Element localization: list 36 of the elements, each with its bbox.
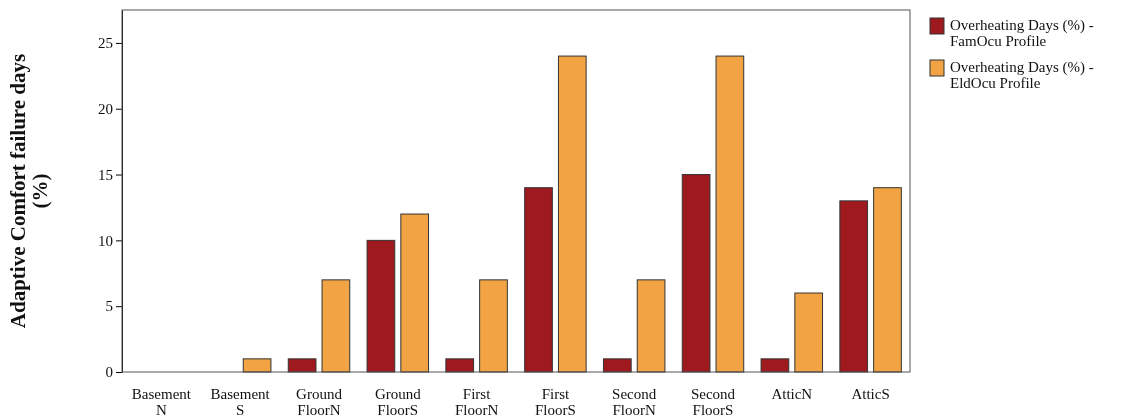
x-tick-label: Second FloorN [612,386,657,418]
bar [602,358,632,373]
x-tick-label: First FloorS [534,386,576,418]
bar [636,279,666,373]
bar [681,174,711,373]
bar [557,55,587,373]
bar [715,55,745,373]
y-axis-title: Adaptive Comfort failure days (%) [6,53,52,329]
bar [794,292,824,373]
bar [873,187,902,373]
bar [760,358,790,373]
y-tick-label: 5 [105,298,113,315]
bar [242,358,272,373]
bar [479,279,508,373]
y-tick-label: 15 [98,166,113,183]
x-tick-label: Ground FloorS [374,386,422,418]
bar [400,213,430,373]
y-tick-label: 0 [105,364,113,381]
legend-label: Overheating Days (%) - FamOcu Profile [950,17,1094,49]
bar [524,187,553,373]
legend-label: Overheating Days (%) - EldOcu Profile [950,59,1094,91]
x-tick-label: First FloorN [454,386,499,418]
x-tick-label: Ground FloorN [296,386,343,418]
y-tick-label: 20 [98,101,113,118]
bar [321,279,351,373]
x-tick-label: AtticN [771,386,813,402]
bar [366,239,396,373]
y-tick-label: 10 [98,232,113,249]
y-tick-label: 25 [98,35,113,52]
x-tick-label: Second FloorS [690,386,736,418]
bar [445,358,475,373]
bar [839,200,869,373]
x-tick-label: AtticS [851,386,890,402]
x-tick-label: Basement S [210,386,271,418]
x-tick-label: Basement N [131,386,192,418]
bar [287,358,317,373]
